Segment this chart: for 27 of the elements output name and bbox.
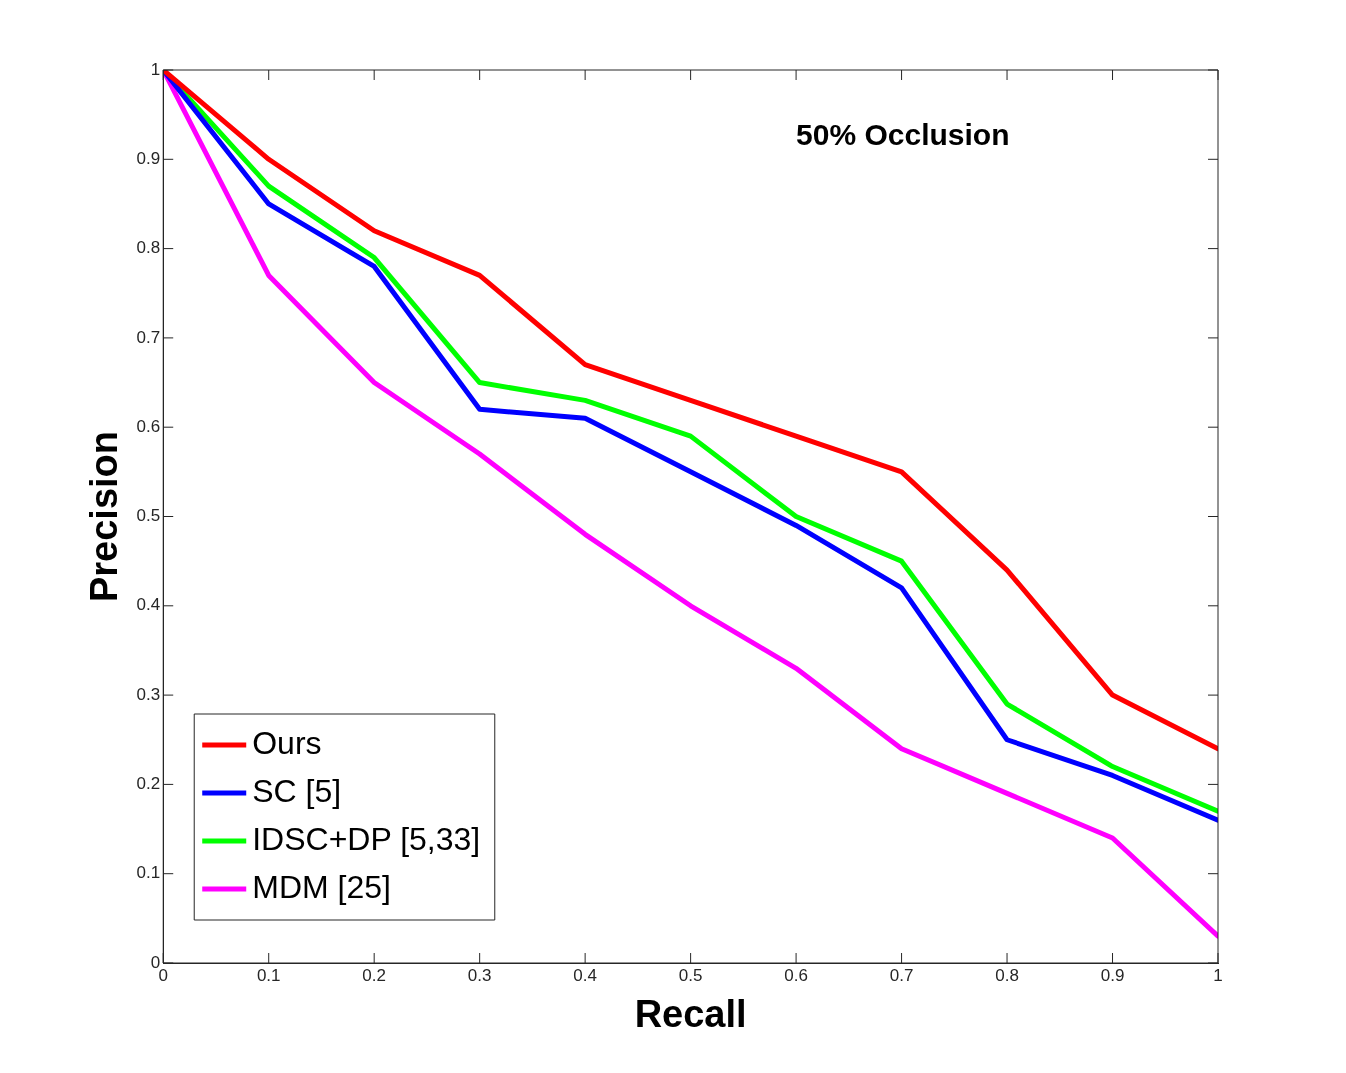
y-tick-label: 0.2 [136, 774, 161, 794]
x-tick-label: 0.6 [784, 965, 808, 985]
x-tick-label: 0.2 [362, 965, 387, 985]
x-tick-label: 0.9 [1100, 965, 1125, 985]
x-tick-label: 0.8 [995, 965, 1019, 985]
x-tick-label: 0.3 [467, 965, 492, 985]
annotation: 50% Occlusion [796, 118, 1010, 152]
y-tick-label: 0.4 [136, 595, 161, 615]
x-tick-label: 0.5 [678, 965, 703, 985]
y-tick-label: 0.3 [136, 684, 161, 704]
legend-label: MDM [25] [252, 868, 391, 905]
legend-label: Ours [252, 724, 322, 761]
x-axis-title: Recall [634, 992, 747, 1035]
x-tick-label: 0.1 [256, 965, 281, 985]
y-tick-label: 0.5 [136, 506, 161, 526]
y-tick-label: 1 [150, 59, 161, 79]
x-tick-label: 0.7 [889, 965, 914, 985]
y-tick-label: 0.7 [136, 327, 161, 347]
y-tick-label: 0.6 [136, 416, 161, 436]
y-tick-label: 0.9 [136, 148, 161, 168]
y-tick-label: 0.8 [136, 238, 161, 258]
x-tick-label: 1 [1213, 965, 1223, 985]
y-tick-label: 0.1 [136, 863, 161, 883]
legend-label: IDSC+DP [5,33] [252, 820, 481, 857]
legend-label: SC [5] [252, 772, 342, 809]
x-tick-label: 0.4 [573, 965, 597, 985]
y-axis-title: Precision [83, 430, 126, 603]
